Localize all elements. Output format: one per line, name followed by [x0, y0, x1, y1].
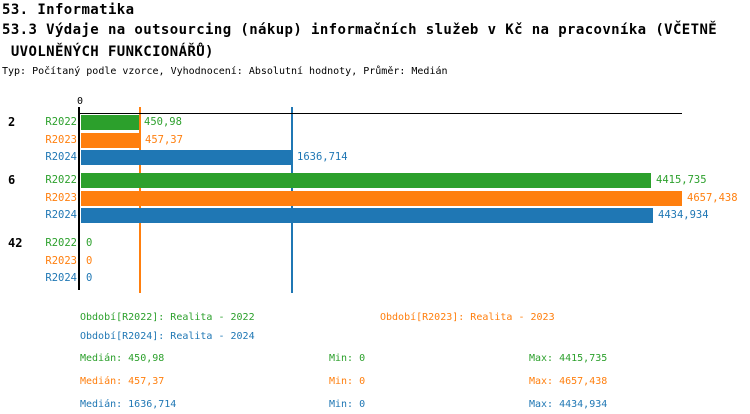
bar-value-r2022-group2: 450,98 — [144, 116, 182, 128]
bar-r2022-group6 — [81, 173, 651, 188]
legend-max-r2023: Max: 4657,438 — [529, 376, 608, 387]
group-label-42: 42 — [8, 236, 23, 250]
row-label-r2023-group2: R2023 — [45, 134, 77, 146]
axis-x-line — [78, 113, 682, 114]
row-label-r2024-group42: R2024 — [45, 272, 77, 284]
row-label-r2022-group6: R2022 — [45, 174, 77, 186]
bar-r2024-group6 — [81, 208, 653, 223]
row-label-r2024-group6: R2024 — [45, 209, 77, 221]
report-section-title: 53. Informatika — [2, 2, 135, 18]
indicator-meta: Typ: Počítaný podle vzorce, Vyhodnocení:… — [2, 66, 448, 77]
indicator-title-line1: 53.3 Výdaje na outsourcing (nákup) infor… — [2, 22, 718, 38]
bar-value-r2023-group2: 457,37 — [145, 134, 183, 146]
row-label-r2022-group42: R2022 — [45, 237, 77, 249]
axis-tick-label-zero: 0 — [76, 96, 84, 107]
bar-value-r2024-group6: 4434,934 — [658, 209, 709, 221]
legend-max-r2022: Max: 4415,735 — [529, 353, 608, 364]
bar-r2023-group6 — [81, 191, 682, 206]
row-label-r2022-group2: R2022 — [45, 116, 77, 128]
bar-r2022-group2 — [81, 115, 139, 130]
bar-r2024-group2 — [81, 150, 292, 165]
row-label-r2024-group2: R2024 — [45, 151, 77, 163]
legend-median-r2022: Medián: 450,98 — [80, 353, 165, 364]
legend-min-r2023: Min: 0 — [329, 376, 366, 387]
bar-value-r2024-group2: 1636,714 — [297, 151, 348, 163]
row-label-r2023-group6: R2023 — [45, 192, 77, 204]
legend-max-r2024: Max: 4434,934 — [529, 399, 608, 410]
legend-min-r2022: Min: 0 — [329, 353, 366, 364]
legend-period-r2024: Období[R2024]: Realita - 2024 — [80, 331, 255, 342]
axis-y-line — [78, 107, 80, 290]
bar-value-r2023-group6: 4657,438 — [687, 192, 738, 204]
legend-median-r2024: Medián: 1636,714 — [80, 399, 177, 410]
legend-median-r2023: Medián: 457,37 — [80, 376, 165, 387]
bar-value-r2024-group42: 0 — [86, 272, 93, 284]
legend-period-r2022: Období[R2022]: Realita - 2022 — [80, 312, 255, 323]
group-label-2: 2 — [8, 115, 16, 129]
legend-min-r2024: Min: 0 — [329, 399, 366, 410]
bar-r2023-group2 — [81, 133, 140, 148]
indicator-title-line2: UVOLNĚNÝCH FUNKCIONÁŘŮ) — [2, 44, 214, 60]
bar-value-r2022-group42: 0 — [86, 237, 93, 249]
group-label-6: 6 — [8, 173, 16, 187]
bar-value-r2023-group42: 0 — [86, 255, 93, 267]
bar-value-r2022-group6: 4415,735 — [656, 174, 707, 186]
legend-period-r2023: Období[R2023]: Realita - 2023 — [380, 312, 555, 323]
row-label-r2023-group42: R2023 — [45, 255, 77, 267]
